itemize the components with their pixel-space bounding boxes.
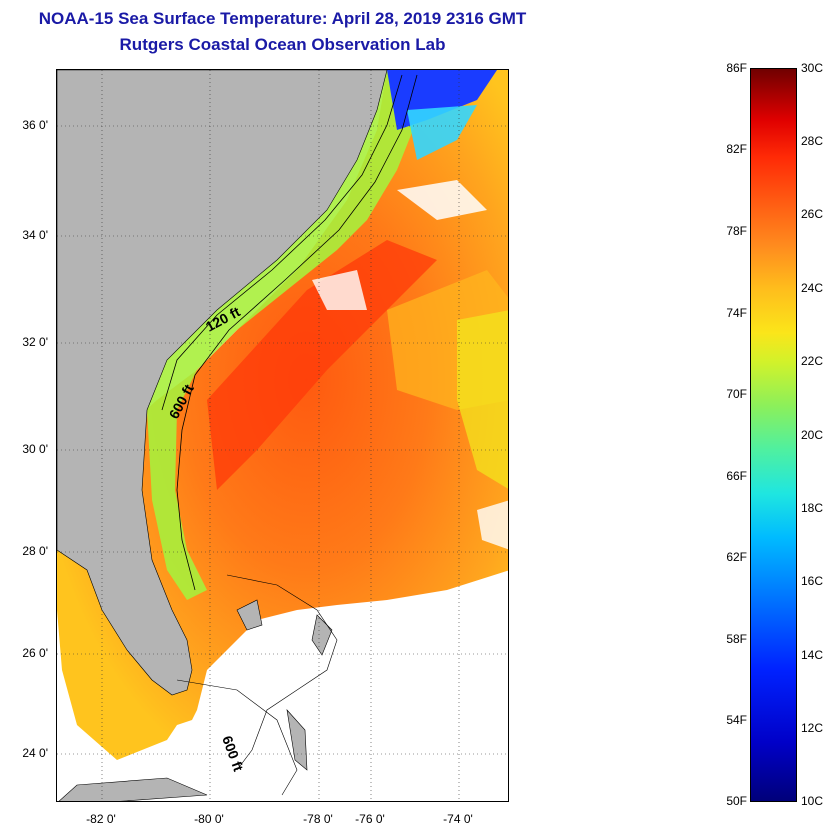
colorbar-f-62: 62F xyxy=(726,550,747,564)
colorbar-f-82: 82F xyxy=(726,142,747,156)
colorbar-f-86: 86F xyxy=(726,61,747,75)
colorbar-c-30: 30C xyxy=(801,61,824,75)
land-cuba xyxy=(58,777,208,801)
lat-label-36: 36 0' xyxy=(22,118,48,132)
colorbar-c-14: 14C xyxy=(801,648,824,662)
lon-label-74: -74 0' xyxy=(443,812,473,826)
colorbar-f-54: 54F xyxy=(726,713,747,727)
lon-label-80: -80 0' xyxy=(194,812,224,826)
land-bahamas-3 xyxy=(286,709,308,771)
colorbar-c-22: 22C xyxy=(801,354,824,368)
contour-120ft xyxy=(161,74,403,411)
lat-label-34: 34 0' xyxy=(22,228,48,242)
colorbar-f-70: 70F xyxy=(726,387,747,401)
contour-bahamas-2 xyxy=(176,679,298,796)
lat-label-28: 28 0' xyxy=(22,544,48,558)
colorbar-f-58: 58F xyxy=(726,632,747,646)
lat-label-30: 30 0' xyxy=(22,442,48,456)
contour-600ft xyxy=(176,74,418,591)
sst-map-canvas: 120 ft 600 ft 600 ft xyxy=(57,70,508,801)
coastal-cool-band xyxy=(147,70,427,600)
temperature-colorbar xyxy=(750,68,797,802)
colorbar-c-28: 28C xyxy=(801,134,824,148)
yellow-patch xyxy=(457,310,508,489)
colorbar-c-16: 16C xyxy=(801,574,824,588)
gulf-stream-core xyxy=(207,240,437,490)
sst-map: 120 ft 600 ft 600 ft xyxy=(56,69,509,802)
map-title: NOAA-15 Sea Surface Temperature: April 2… xyxy=(38,9,527,28)
colorbar-c-24: 24C xyxy=(801,281,824,295)
colorbar-c-26: 26C xyxy=(801,207,824,221)
colorbar-f-78: 78F xyxy=(726,224,747,238)
lon-label-78: -78 0' xyxy=(303,812,333,826)
colorbar-f-50: 50F xyxy=(726,794,747,808)
colorbar-c-10: 10C xyxy=(801,794,824,808)
colorbar-c-18: 18C xyxy=(801,501,824,515)
colorbar-f-74: 74F xyxy=(726,306,747,320)
colorbar-c-20: 20C xyxy=(801,428,824,442)
lat-label-26: 26 0' xyxy=(22,646,48,660)
cloud-patch-3 xyxy=(477,500,508,550)
lon-label-76: -76 0' xyxy=(355,812,385,826)
map-subtitle: Rutgers Coastal Ocean Observation Lab xyxy=(119,35,446,54)
lon-label-82: -82 0' xyxy=(86,812,116,826)
lat-label-24: 24 0' xyxy=(22,746,48,760)
land-bahamas-1 xyxy=(236,599,263,631)
colorbar-f-66: 66F xyxy=(726,469,747,483)
land-us-east-coast xyxy=(57,70,388,696)
cloud-patch-1 xyxy=(397,180,487,220)
colorbar-c-12: 12C xyxy=(801,721,824,735)
cloud-patch-2 xyxy=(312,270,367,310)
contour-bahamas xyxy=(226,574,338,771)
cold-water-north-2 xyxy=(407,105,477,160)
lat-label-32: 32 0' xyxy=(22,335,48,349)
